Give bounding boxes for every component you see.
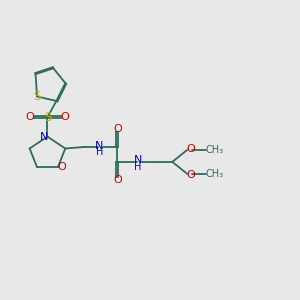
Text: O: O (57, 162, 66, 172)
Text: S: S (33, 90, 40, 103)
Text: O: O (60, 112, 69, 122)
Text: O: O (113, 124, 122, 134)
Text: N: N (39, 132, 48, 142)
Text: O: O (187, 170, 195, 180)
Text: CH₃: CH₃ (206, 169, 224, 179)
Text: CH₃: CH₃ (206, 145, 224, 155)
Text: S: S (44, 111, 51, 124)
Text: N: N (95, 140, 104, 151)
Text: O: O (187, 143, 195, 154)
Text: O: O (26, 112, 34, 122)
Text: H: H (96, 147, 103, 157)
Text: N: N (134, 155, 142, 165)
Text: O: O (113, 175, 122, 185)
Text: H: H (134, 162, 142, 172)
